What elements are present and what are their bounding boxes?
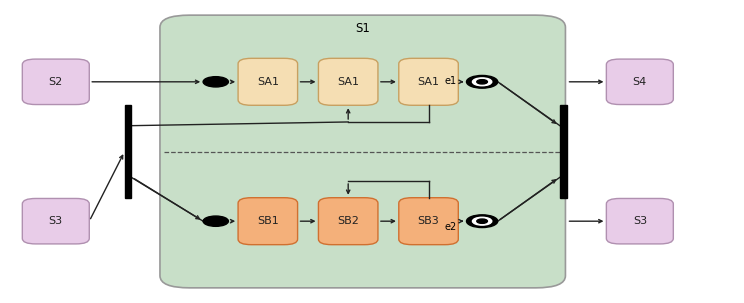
Circle shape: [477, 219, 487, 223]
Circle shape: [472, 78, 492, 86]
FancyBboxPatch shape: [318, 198, 378, 245]
Text: SB3: SB3: [417, 216, 440, 226]
Text: e2: e2: [444, 221, 456, 232]
FancyBboxPatch shape: [606, 59, 673, 105]
FancyBboxPatch shape: [399, 58, 458, 105]
Text: e1: e1: [444, 76, 456, 86]
Bar: [560, 105, 567, 198]
Text: SA1: SA1: [417, 77, 440, 87]
Circle shape: [477, 80, 487, 84]
Text: S3: S3: [633, 216, 647, 226]
Circle shape: [203, 216, 228, 226]
Bar: [125, 105, 132, 198]
Circle shape: [466, 215, 498, 228]
Text: S3: S3: [49, 216, 62, 226]
FancyBboxPatch shape: [160, 15, 565, 288]
FancyBboxPatch shape: [238, 198, 298, 245]
Text: S4: S4: [632, 77, 647, 87]
Text: SA1: SA1: [257, 77, 279, 87]
Text: SA1: SA1: [337, 77, 359, 87]
FancyBboxPatch shape: [22, 198, 89, 244]
FancyBboxPatch shape: [22, 59, 89, 105]
Circle shape: [472, 217, 492, 225]
FancyBboxPatch shape: [318, 58, 378, 105]
Text: SB1: SB1: [257, 216, 279, 226]
FancyBboxPatch shape: [238, 58, 298, 105]
Text: SB2: SB2: [337, 216, 359, 226]
FancyBboxPatch shape: [399, 198, 458, 245]
Circle shape: [203, 77, 228, 87]
Circle shape: [466, 75, 498, 88]
Text: S1: S1: [356, 22, 370, 35]
Text: S2: S2: [48, 77, 63, 87]
FancyBboxPatch shape: [606, 198, 673, 244]
